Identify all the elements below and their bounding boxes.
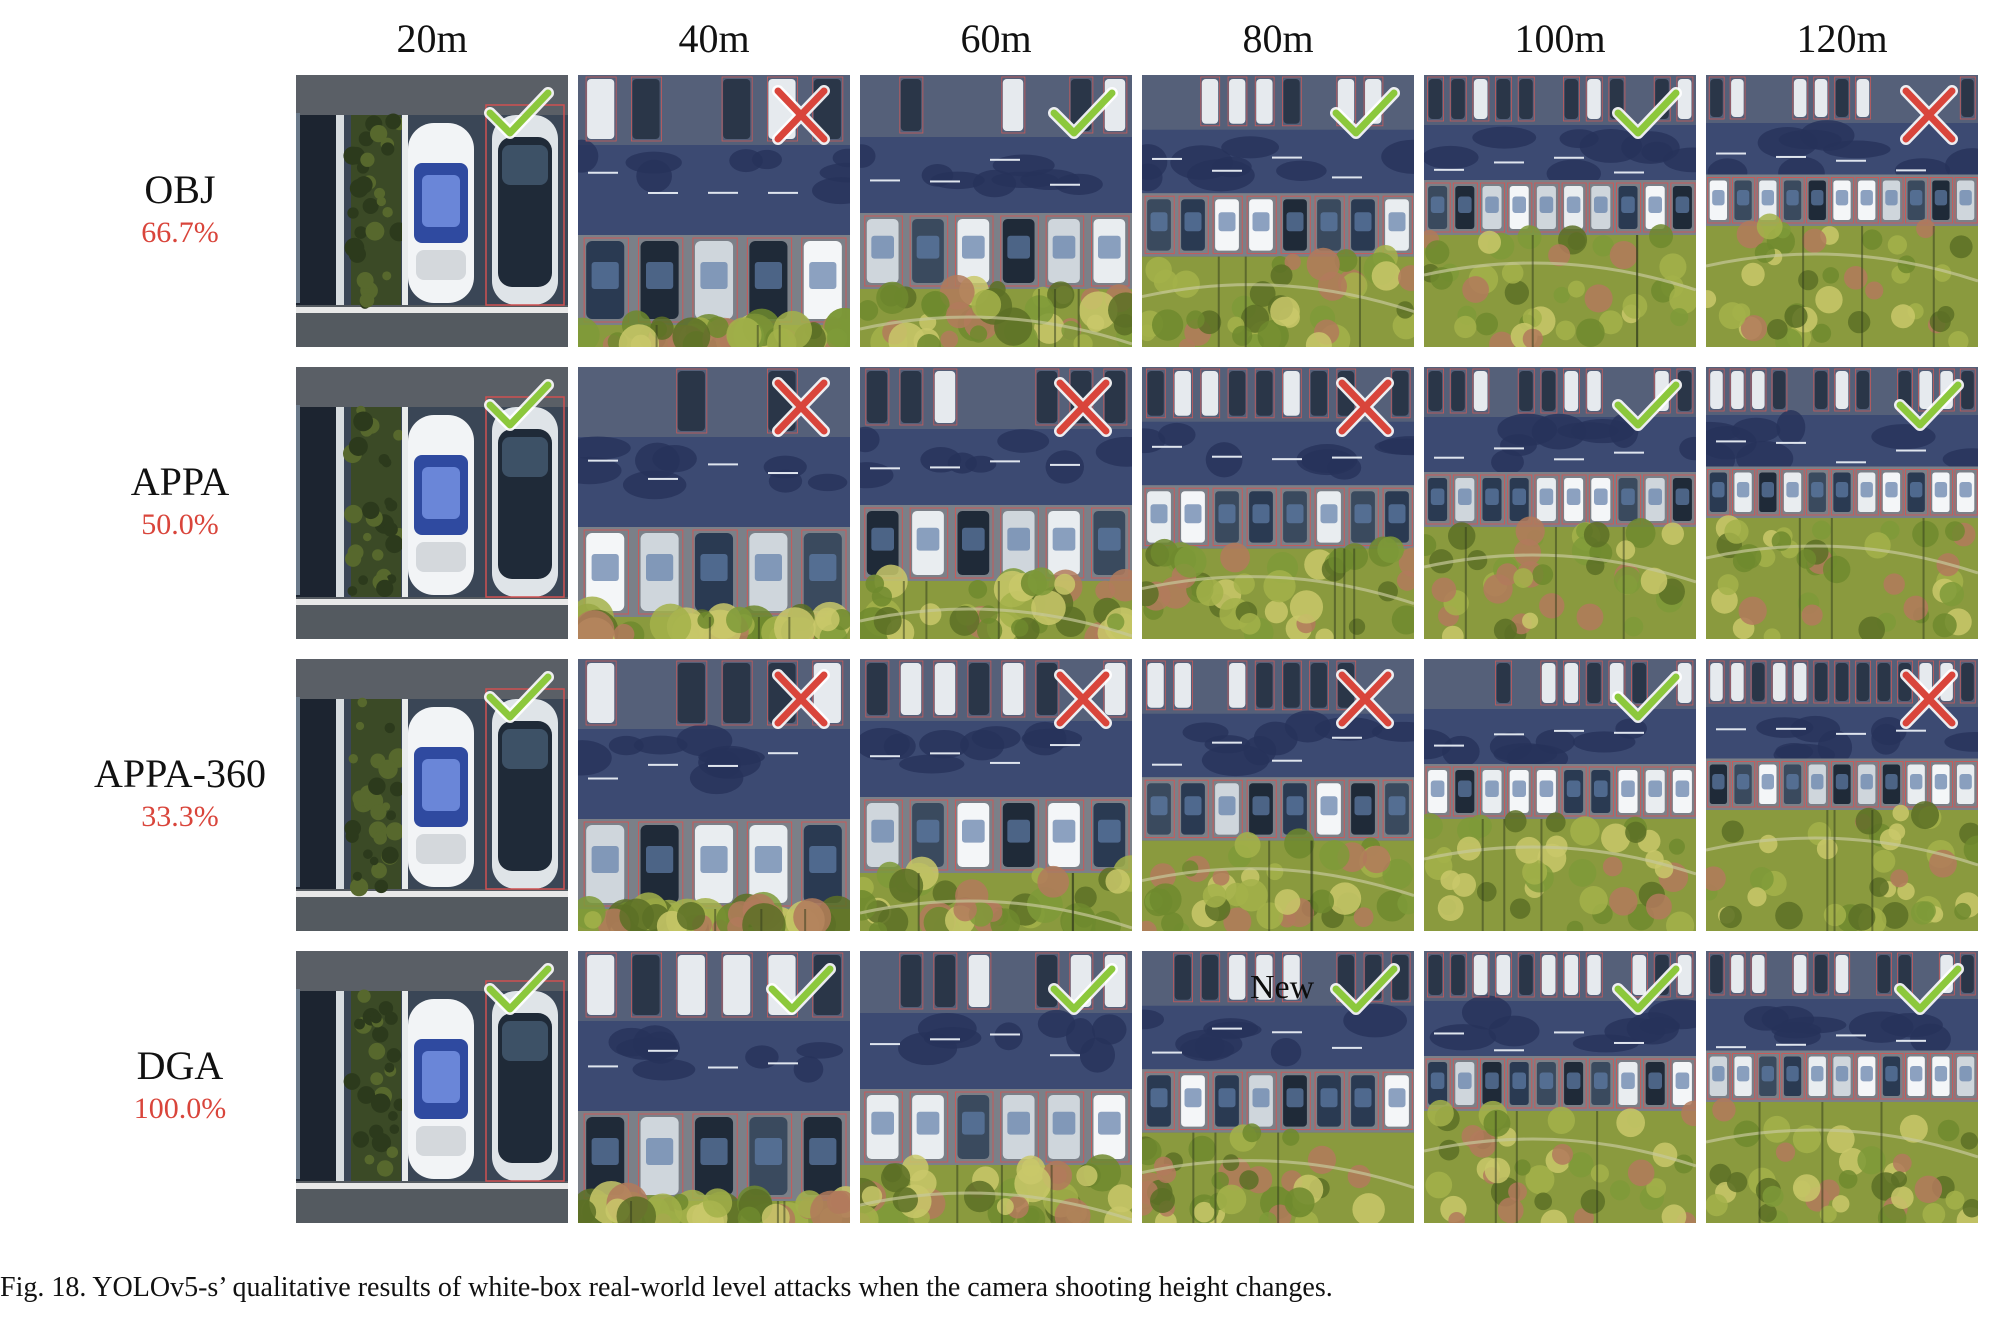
aerial-photo-tile [578, 659, 850, 931]
cross-icon [1892, 85, 1964, 145]
aerial-photo [578, 951, 850, 1223]
aerial-photo-tile [860, 659, 1132, 931]
success-rate: 66.7% [141, 216, 219, 249]
column-header: 120m [1796, 16, 1888, 61]
cross-icon [764, 377, 836, 437]
aerial-photo [860, 951, 1132, 1223]
check-icon [764, 961, 836, 1021]
check-icon [1046, 961, 1118, 1021]
row-label: APPA 50.0% [60, 459, 300, 545]
aerial-photo-tile [1142, 659, 1414, 931]
check-icon [1892, 961, 1964, 1021]
aerial-photo [578, 659, 850, 931]
aerial-photo [296, 951, 568, 1223]
check-icon [1046, 85, 1118, 145]
method-name: DGA [136, 1043, 224, 1088]
aerial-photo-tile [1424, 75, 1696, 347]
cross-icon [1046, 669, 1118, 729]
aerial-photo [860, 75, 1132, 347]
aerial-photo-tile [1424, 951, 1696, 1223]
aerial-photo [296, 367, 568, 639]
aerial-photo [296, 75, 568, 347]
cross-icon [764, 85, 836, 145]
check-icon [1610, 669, 1682, 729]
aerial-photo [1706, 75, 1978, 347]
aerial-photo-tile [860, 951, 1132, 1223]
check-icon [482, 377, 554, 437]
aerial-photo-tile [860, 367, 1132, 639]
aerial-photo-tile [578, 951, 850, 1223]
aerial-photo [578, 75, 850, 347]
column-header: 100m [1514, 16, 1606, 61]
row-label: OBJ 66.7% [60, 167, 300, 253]
aerial-photo [860, 659, 1132, 931]
aerial-photo-tile [296, 75, 568, 347]
aerial-photo-tile [1424, 659, 1696, 931]
cross-icon [1328, 669, 1400, 729]
check-icon [1610, 85, 1682, 145]
cross-icon [1046, 377, 1118, 437]
aerial-photo-tile [578, 367, 850, 639]
row-label: APPA-360 33.3% [60, 751, 300, 837]
check-icon [482, 961, 554, 1021]
aerial-photo-tile [1706, 75, 1978, 347]
cross-icon [1328, 377, 1400, 437]
aerial-photo-tile [1706, 951, 1978, 1223]
method-name: APPA-360 [94, 751, 266, 796]
success-rate: 33.3% [141, 800, 219, 833]
column-header: 20m [396, 16, 468, 61]
column-header: 60m [960, 16, 1032, 61]
aerial-photo [860, 367, 1132, 639]
check-icon [1892, 377, 1964, 437]
aerial-photo-tile [1142, 75, 1414, 347]
check-icon [1610, 961, 1682, 1021]
aerial-photo-tile [860, 75, 1132, 347]
aerial-photo-tile [296, 951, 568, 1223]
row-label: DGA 100.0% [60, 1043, 300, 1129]
check-icon [1328, 961, 1400, 1021]
aerial-photo-tile [1706, 659, 1978, 931]
cross-icon [1892, 669, 1964, 729]
column-header: 40m [678, 16, 750, 61]
aerial-photo [1142, 659, 1414, 931]
check-icon [482, 85, 554, 145]
figure-caption: Fig. 18. YOLOv5-s’ qualitative results o… [0, 1272, 1333, 1303]
aerial-photo [1142, 367, 1414, 639]
aerial-photo-tile [578, 75, 850, 347]
method-name: APPA [130, 459, 230, 504]
aerial-photo-tile [1424, 367, 1696, 639]
check-icon [482, 669, 554, 729]
aerial-photo [1424, 659, 1696, 931]
tile-overlay-text: New [1250, 969, 1315, 1006]
aerial-photo-tile [1706, 367, 1978, 639]
aerial-photo-tile: New [1142, 951, 1414, 1223]
column-header: 80m [1242, 16, 1314, 61]
aerial-photo-tile [296, 367, 568, 639]
aerial-photo [296, 659, 568, 931]
cross-icon [764, 669, 836, 729]
success-rate: 100.0% [133, 1092, 227, 1125]
check-icon [1610, 377, 1682, 437]
aerial-photo [1424, 75, 1696, 347]
aerial-photo-tile [1142, 367, 1414, 639]
success-rate: 50.0% [141, 508, 219, 541]
check-icon [1328, 85, 1400, 145]
method-name: OBJ [144, 167, 216, 212]
aerial-photo-tile [296, 659, 568, 931]
